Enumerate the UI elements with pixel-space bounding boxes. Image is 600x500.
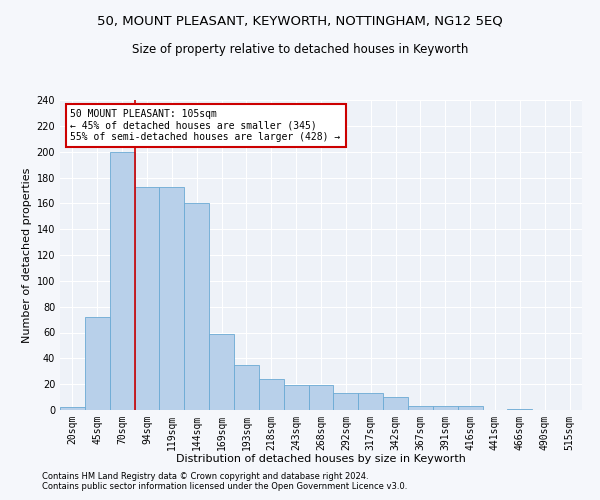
Text: Contains public sector information licensed under the Open Government Licence v3: Contains public sector information licen…: [42, 482, 407, 491]
Bar: [60, 408, 85, 410]
Bar: [358, 393, 383, 410]
Bar: [433, 406, 458, 410]
Bar: [308, 386, 334, 410]
Text: 50, MOUNT PLEASANT, KEYWORTH, NOTTINGHAM, NG12 5EQ: 50, MOUNT PLEASANT, KEYWORTH, NOTTINGHAM…: [97, 15, 503, 28]
Bar: [408, 406, 433, 410]
Bar: [284, 386, 308, 410]
Text: Contains HM Land Registry data © Crown copyright and database right 2024.: Contains HM Land Registry data © Crown c…: [42, 472, 368, 481]
Bar: [209, 334, 234, 410]
Y-axis label: Number of detached properties: Number of detached properties: [22, 168, 32, 342]
Bar: [334, 393, 358, 410]
Bar: [383, 397, 408, 410]
Bar: [508, 408, 532, 410]
Text: Size of property relative to detached houses in Keyworth: Size of property relative to detached ho…: [132, 42, 468, 56]
Bar: [259, 379, 284, 410]
Bar: [458, 406, 482, 410]
X-axis label: Distribution of detached houses by size in Keyworth: Distribution of detached houses by size …: [176, 454, 466, 464]
Bar: [184, 204, 209, 410]
Bar: [85, 317, 110, 410]
Bar: [160, 186, 184, 410]
Bar: [110, 152, 134, 410]
Text: 50 MOUNT PLEASANT: 105sqm
← 45% of detached houses are smaller (345)
55% of semi: 50 MOUNT PLEASANT: 105sqm ← 45% of detac…: [70, 110, 341, 142]
Bar: [134, 186, 160, 410]
Bar: [234, 365, 259, 410]
